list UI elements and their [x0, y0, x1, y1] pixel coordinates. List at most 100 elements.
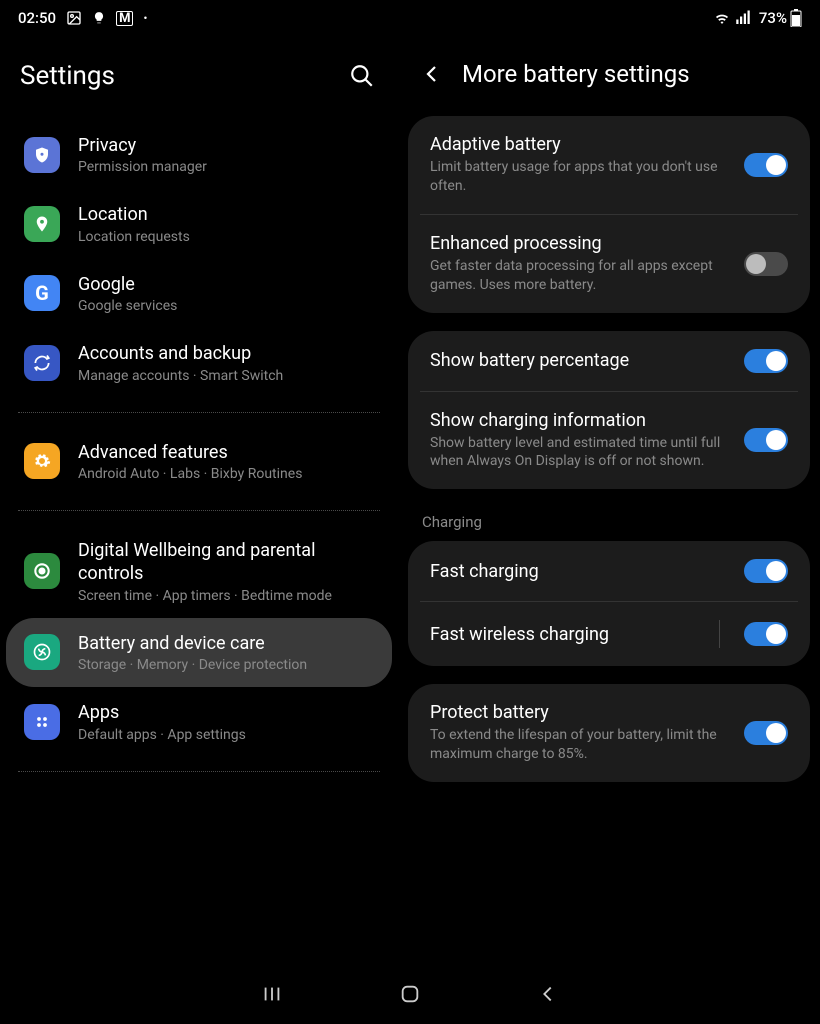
- bulb-icon: [92, 11, 106, 25]
- status-bar: 02:50 M • 73%: [0, 0, 820, 36]
- settings-item-apps[interactable]: Apps Default apps · App settings: [6, 687, 392, 756]
- settings-item-location[interactable]: LocationLocation requests: [6, 189, 392, 258]
- settings-item-text: Digital Wellbeing and parental controls S…: [78, 539, 374, 604]
- setting-title: Show battery percentage: [430, 350, 730, 371]
- settings-item-text: Battery and device care Storage · Memory …: [78, 632, 374, 673]
- setting-protect-battery[interactable]: Protect battery To extend the lifespan of…: [408, 684, 810, 782]
- setting-fast-wireless-charging[interactable]: Fast wireless charging: [420, 601, 798, 666]
- home-icon: [399, 983, 421, 1005]
- more-icon: •: [143, 12, 147, 25]
- settings-item-text: Apps Default apps · App settings: [78, 701, 374, 742]
- setting-title: Fast wireless charging: [430, 624, 705, 645]
- image-icon: [66, 10, 82, 26]
- settings-item-title: Location: [78, 203, 374, 226]
- search-button[interactable]: [346, 60, 378, 92]
- setting-title: Enhanced processing: [430, 233, 730, 254]
- nav-back-button[interactable]: [534, 980, 562, 1008]
- settings-title: Settings: [20, 61, 346, 91]
- recents-icon: [261, 983, 283, 1005]
- settings-item-title: Privacy: [78, 134, 374, 157]
- toggle-separator: [719, 620, 720, 648]
- settings-item-privacy[interactable]: Privacy Permission manager: [6, 120, 392, 189]
- setting-adaptive-battery[interactable]: Adaptive batteryLimit battery usage for …: [408, 116, 810, 214]
- settings-item-title: Battery and device care: [78, 632, 374, 655]
- setting-text: Fast wireless charging: [430, 624, 705, 645]
- toggle-switch[interactable]: [744, 559, 788, 583]
- status-right: 73%: [713, 9, 802, 27]
- setting-show-battery-percentage[interactable]: Show battery percentage: [408, 331, 810, 391]
- settings-item-battery-and-device-care[interactable]: Battery and device care Storage · Memory …: [6, 618, 392, 687]
- chevron-left-icon: [420, 62, 444, 86]
- divider: [18, 510, 380, 511]
- card-display: Show battery percentage Show charging inf…: [408, 331, 810, 490]
- setting-text: Enhanced processing Get faster data proce…: [430, 233, 730, 295]
- sync-icon: [24, 345, 60, 381]
- settings-header: Settings: [0, 36, 398, 120]
- setting-description: Show battery level and estimated time un…: [430, 434, 730, 472]
- detail-pane: More battery settings Adaptive batteryLi…: [398, 36, 820, 964]
- setting-enhanced-processing[interactable]: Enhanced processing Get faster data proce…: [420, 214, 798, 313]
- clock: 02:50: [18, 9, 56, 27]
- setting-title: Protect battery: [430, 702, 730, 723]
- setting-text: Show charging information Show battery le…: [430, 410, 730, 472]
- toggle-switch[interactable]: [744, 349, 788, 373]
- battery-icon: [790, 9, 802, 27]
- settings-item-text: Advanced features Android Auto · Labs · B…: [78, 441, 374, 482]
- battery-percentage: 73%: [759, 9, 787, 27]
- setting-description: To extend the lifespan of your battery, …: [430, 726, 730, 764]
- settings-item-digital-wellbeing-and-parental-controls[interactable]: Digital Wellbeing and parental controls S…: [6, 525, 392, 618]
- settings-item-title: Apps: [78, 701, 374, 724]
- chevron-left-icon: [537, 983, 559, 1005]
- dots-icon: [24, 704, 60, 740]
- G-icon: G: [24, 275, 60, 311]
- toggle-switch[interactable]: [744, 428, 788, 452]
- recents-button[interactable]: [258, 980, 286, 1008]
- settings-item-subtitle: Manage accounts · Smart Switch: [78, 368, 374, 384]
- setting-description: Get faster data processing for all apps …: [430, 257, 730, 295]
- setting-text: Show battery percentage: [430, 350, 730, 371]
- settings-item-advanced-features[interactable]: Advanced features Android Auto · Labs · B…: [6, 427, 392, 496]
- settings-item-subtitle: Storage · Memory · Device protection: [78, 657, 374, 673]
- settings-item-title: Digital Wellbeing and parental controls: [78, 539, 374, 586]
- settings-item-text: Privacy Permission manager: [78, 134, 374, 175]
- home-button[interactable]: [396, 980, 424, 1008]
- setting-text: Fast charging: [430, 561, 730, 582]
- toggle-switch[interactable]: [744, 252, 788, 276]
- setting-show-charging-information[interactable]: Show charging information Show battery le…: [420, 391, 798, 490]
- setting-fast-charging[interactable]: Fast charging: [408, 541, 810, 601]
- card-charging: Fast charging Fast wireless charging: [408, 541, 810, 666]
- toggle-switch[interactable]: [744, 721, 788, 745]
- settings-item-subtitle: Android Auto · Labs · Bixby Routines: [78, 466, 374, 482]
- settings-pane: Settings Privacy Permission manager Locati…: [0, 36, 398, 964]
- settings-item-title: Advanced features: [78, 441, 374, 464]
- setting-title: Show charging information: [430, 410, 730, 431]
- settings-item-title: Google: [78, 273, 374, 296]
- toggle-switch[interactable]: [744, 153, 788, 177]
- status-left: 02:50 M •: [18, 9, 147, 27]
- ring-icon: [24, 553, 60, 589]
- shield-icon: [24, 137, 60, 173]
- settings-item-accounts-and-backup[interactable]: Accounts and backupManage accounts · Sma…: [6, 328, 392, 397]
- settings-item-google[interactable]: G GoogleGoogle services: [6, 259, 392, 328]
- gmail-icon: M: [116, 11, 133, 26]
- settings-item-subtitle: Screen time · App timers · Bedtime mode: [78, 588, 374, 604]
- setting-description: Limit battery usage for apps that you do…: [430, 158, 730, 196]
- wifi-icon: [713, 9, 731, 27]
- navigation-bar: [0, 964, 820, 1024]
- settings-item-subtitle: Default apps · App settings: [78, 727, 374, 743]
- search-icon: [349, 63, 375, 89]
- pin-icon: [24, 206, 60, 242]
- settings-item-text: Accounts and backupManage accounts · Sma…: [78, 342, 374, 383]
- back-button[interactable]: [418, 60, 446, 88]
- settings-item-text: GoogleGoogle services: [78, 273, 374, 314]
- divider: [18, 412, 380, 413]
- gear-icon: [24, 443, 60, 479]
- settings-item-subtitle: Permission manager: [78, 159, 374, 175]
- setting-title: Fast charging: [430, 561, 730, 582]
- toggle-switch[interactable]: [744, 622, 788, 646]
- setting-text: Protect battery To extend the lifespan of…: [430, 702, 730, 764]
- care-icon: [24, 634, 60, 670]
- setting-text: Adaptive batteryLimit battery usage for …: [430, 134, 730, 196]
- signal-icon: [734, 9, 752, 27]
- card-protect: Protect battery To extend the lifespan of…: [408, 684, 810, 782]
